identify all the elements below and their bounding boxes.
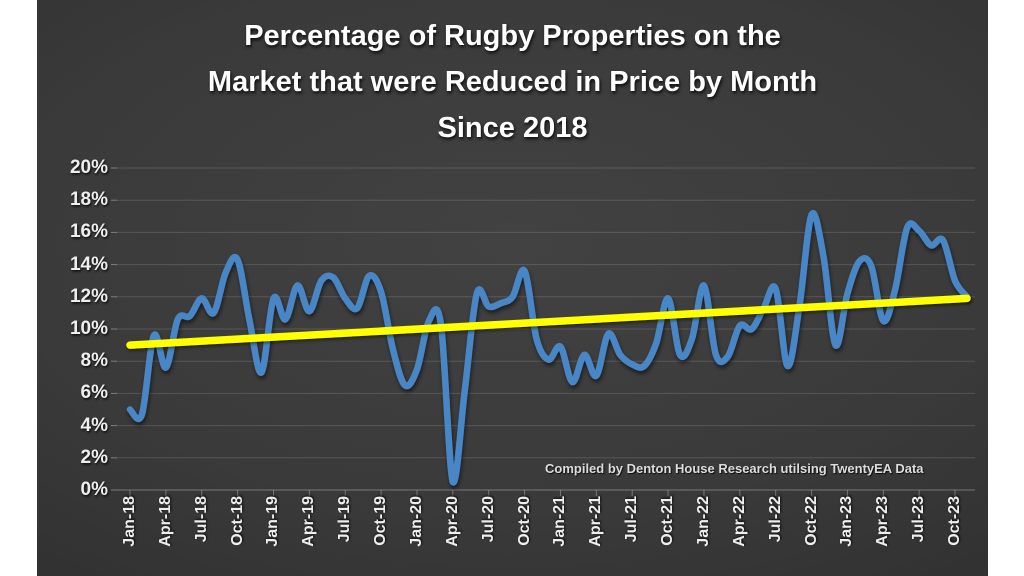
y-axis-label: 8% [80, 350, 108, 372]
gridlines [117, 167, 975, 491]
x-axis-label: Jan-22 [694, 496, 712, 547]
y-axis-label: 16% [69, 221, 108, 243]
y-axis-label: 12% [69, 285, 108, 307]
x-axis-label: Jul-19 [336, 496, 354, 543]
y-axis-label: 2% [80, 446, 108, 468]
y-axis-label: 4% [80, 414, 108, 436]
x-axis-label: Jul-22 [766, 496, 784, 543]
x-axis-label: Jan-21 [551, 496, 569, 547]
data-series-line [126, 210, 971, 486]
x-axis-label: Oct-22 [802, 496, 820, 546]
y-axis-label: 6% [80, 382, 108, 404]
trend-line [126, 294, 971, 349]
x-axis-label: Jan-23 [838, 496, 856, 547]
series-layer [126, 210, 971, 486]
x-axis-label: Oct-23 [946, 496, 964, 546]
x-axis-label: Apr-23 [874, 496, 892, 547]
y-axis-label: 20% [69, 157, 108, 178]
x-axis-label: Jul-18 [192, 496, 210, 543]
x-axis-label: Apr-21 [587, 496, 605, 547]
x-axis-label: Jan-18 [121, 496, 138, 547]
x-axis-label: Jul-20 [479, 496, 497, 543]
y-axis-label: 18% [69, 189, 108, 211]
x-axis-label: Oct-20 [515, 496, 533, 546]
y-axis-label: 0% [80, 479, 108, 500]
x-axis-label: Oct-18 [228, 496, 246, 546]
x-axis-label: Oct-19 [372, 496, 390, 546]
attribution-text: Compiled by Denton House Research utilsi… [545, 461, 924, 476]
chart-title: Percentage of Rugby Properties on the Ma… [37, 13, 988, 151]
chart-title-line-2: Market that were Reduced in Price by Mon… [207, 66, 818, 98]
x-axis-label: Jan-19 [264, 496, 282, 547]
x-axis-label: Apr-22 [730, 496, 748, 547]
x-axis-label: Jan-20 [407, 496, 425, 547]
x-axis-label: Apr-20 [443, 496, 461, 547]
x-axis-label: Oct-21 [659, 496, 677, 546]
chart-title-line-1: Percentage of Rugby Properties on the [244, 20, 781, 52]
x-axis-label: Jul-21 [623, 496, 641, 543]
axis-ticks [111, 167, 956, 496]
y-axis-label: 14% [69, 253, 108, 275]
x-axis-label: Apr-19 [300, 496, 318, 547]
chart-title-line-3: Since 2018 [437, 112, 588, 144]
x-axis-label: Jul-23 [910, 496, 928, 543]
y-axis-label: 10% [69, 318, 108, 339]
x-axis-label: Apr-18 [156, 496, 174, 547]
